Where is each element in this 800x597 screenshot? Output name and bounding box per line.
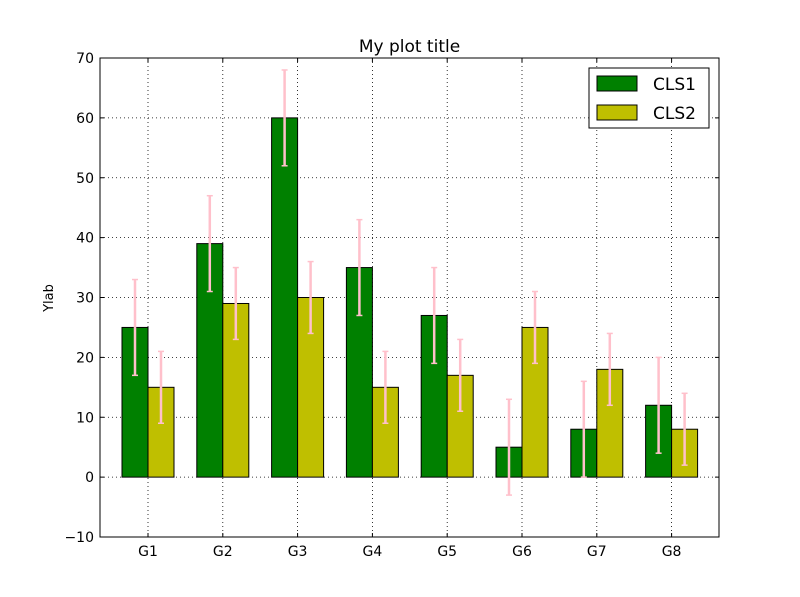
y-tick-label: 10 bbox=[76, 410, 94, 426]
bars bbox=[121, 117, 699, 478]
x-tick-label: G7 bbox=[587, 544, 607, 560]
error-bars bbox=[132, 69, 688, 496]
legend-swatch-cls2 bbox=[596, 104, 638, 121]
y-tick-label: 60 bbox=[76, 111, 94, 127]
x-tick-label: G8 bbox=[662, 544, 682, 560]
x-tick-label: G2 bbox=[213, 544, 233, 560]
chart-title: My plot title bbox=[359, 37, 460, 57]
x-axis: G1 G2 G3 G4 G5 G6 G7 G8 bbox=[138, 58, 681, 560]
y-tick-label: 0 bbox=[85, 470, 94, 486]
x-tick-label: G5 bbox=[437, 544, 457, 560]
legend-label-cls1: CLS1 bbox=[653, 75, 696, 95]
x-tick-label: G6 bbox=[512, 544, 532, 560]
y-tick-label: 30 bbox=[76, 291, 94, 307]
y-axis: −10 0 10 20 30 40 50 60 70 bbox=[64, 51, 719, 546]
grid-lines bbox=[100, 58, 719, 537]
x-tick-label: G1 bbox=[138, 544, 158, 560]
y-axis-label: Ylab bbox=[42, 284, 57, 313]
legend: CLS1 CLS2 bbox=[588, 67, 710, 129]
bar-cls2-g2 bbox=[222, 302, 250, 478]
y-tick-label: 20 bbox=[76, 350, 94, 366]
y-tick-label: −10 bbox=[64, 530, 94, 546]
bar-cls2-g6 bbox=[521, 326, 549, 478]
legend-label-cls2: CLS2 bbox=[653, 104, 696, 124]
bar-cls1-g3 bbox=[271, 117, 299, 478]
y-tick-label: 50 bbox=[76, 171, 94, 187]
x-tick-label: G4 bbox=[363, 544, 383, 560]
x-tick-label: G3 bbox=[288, 544, 308, 560]
y-tick-label: 40 bbox=[76, 231, 94, 247]
legend-swatch-cls1 bbox=[596, 75, 638, 92]
y-tick-label: 70 bbox=[76, 51, 94, 67]
